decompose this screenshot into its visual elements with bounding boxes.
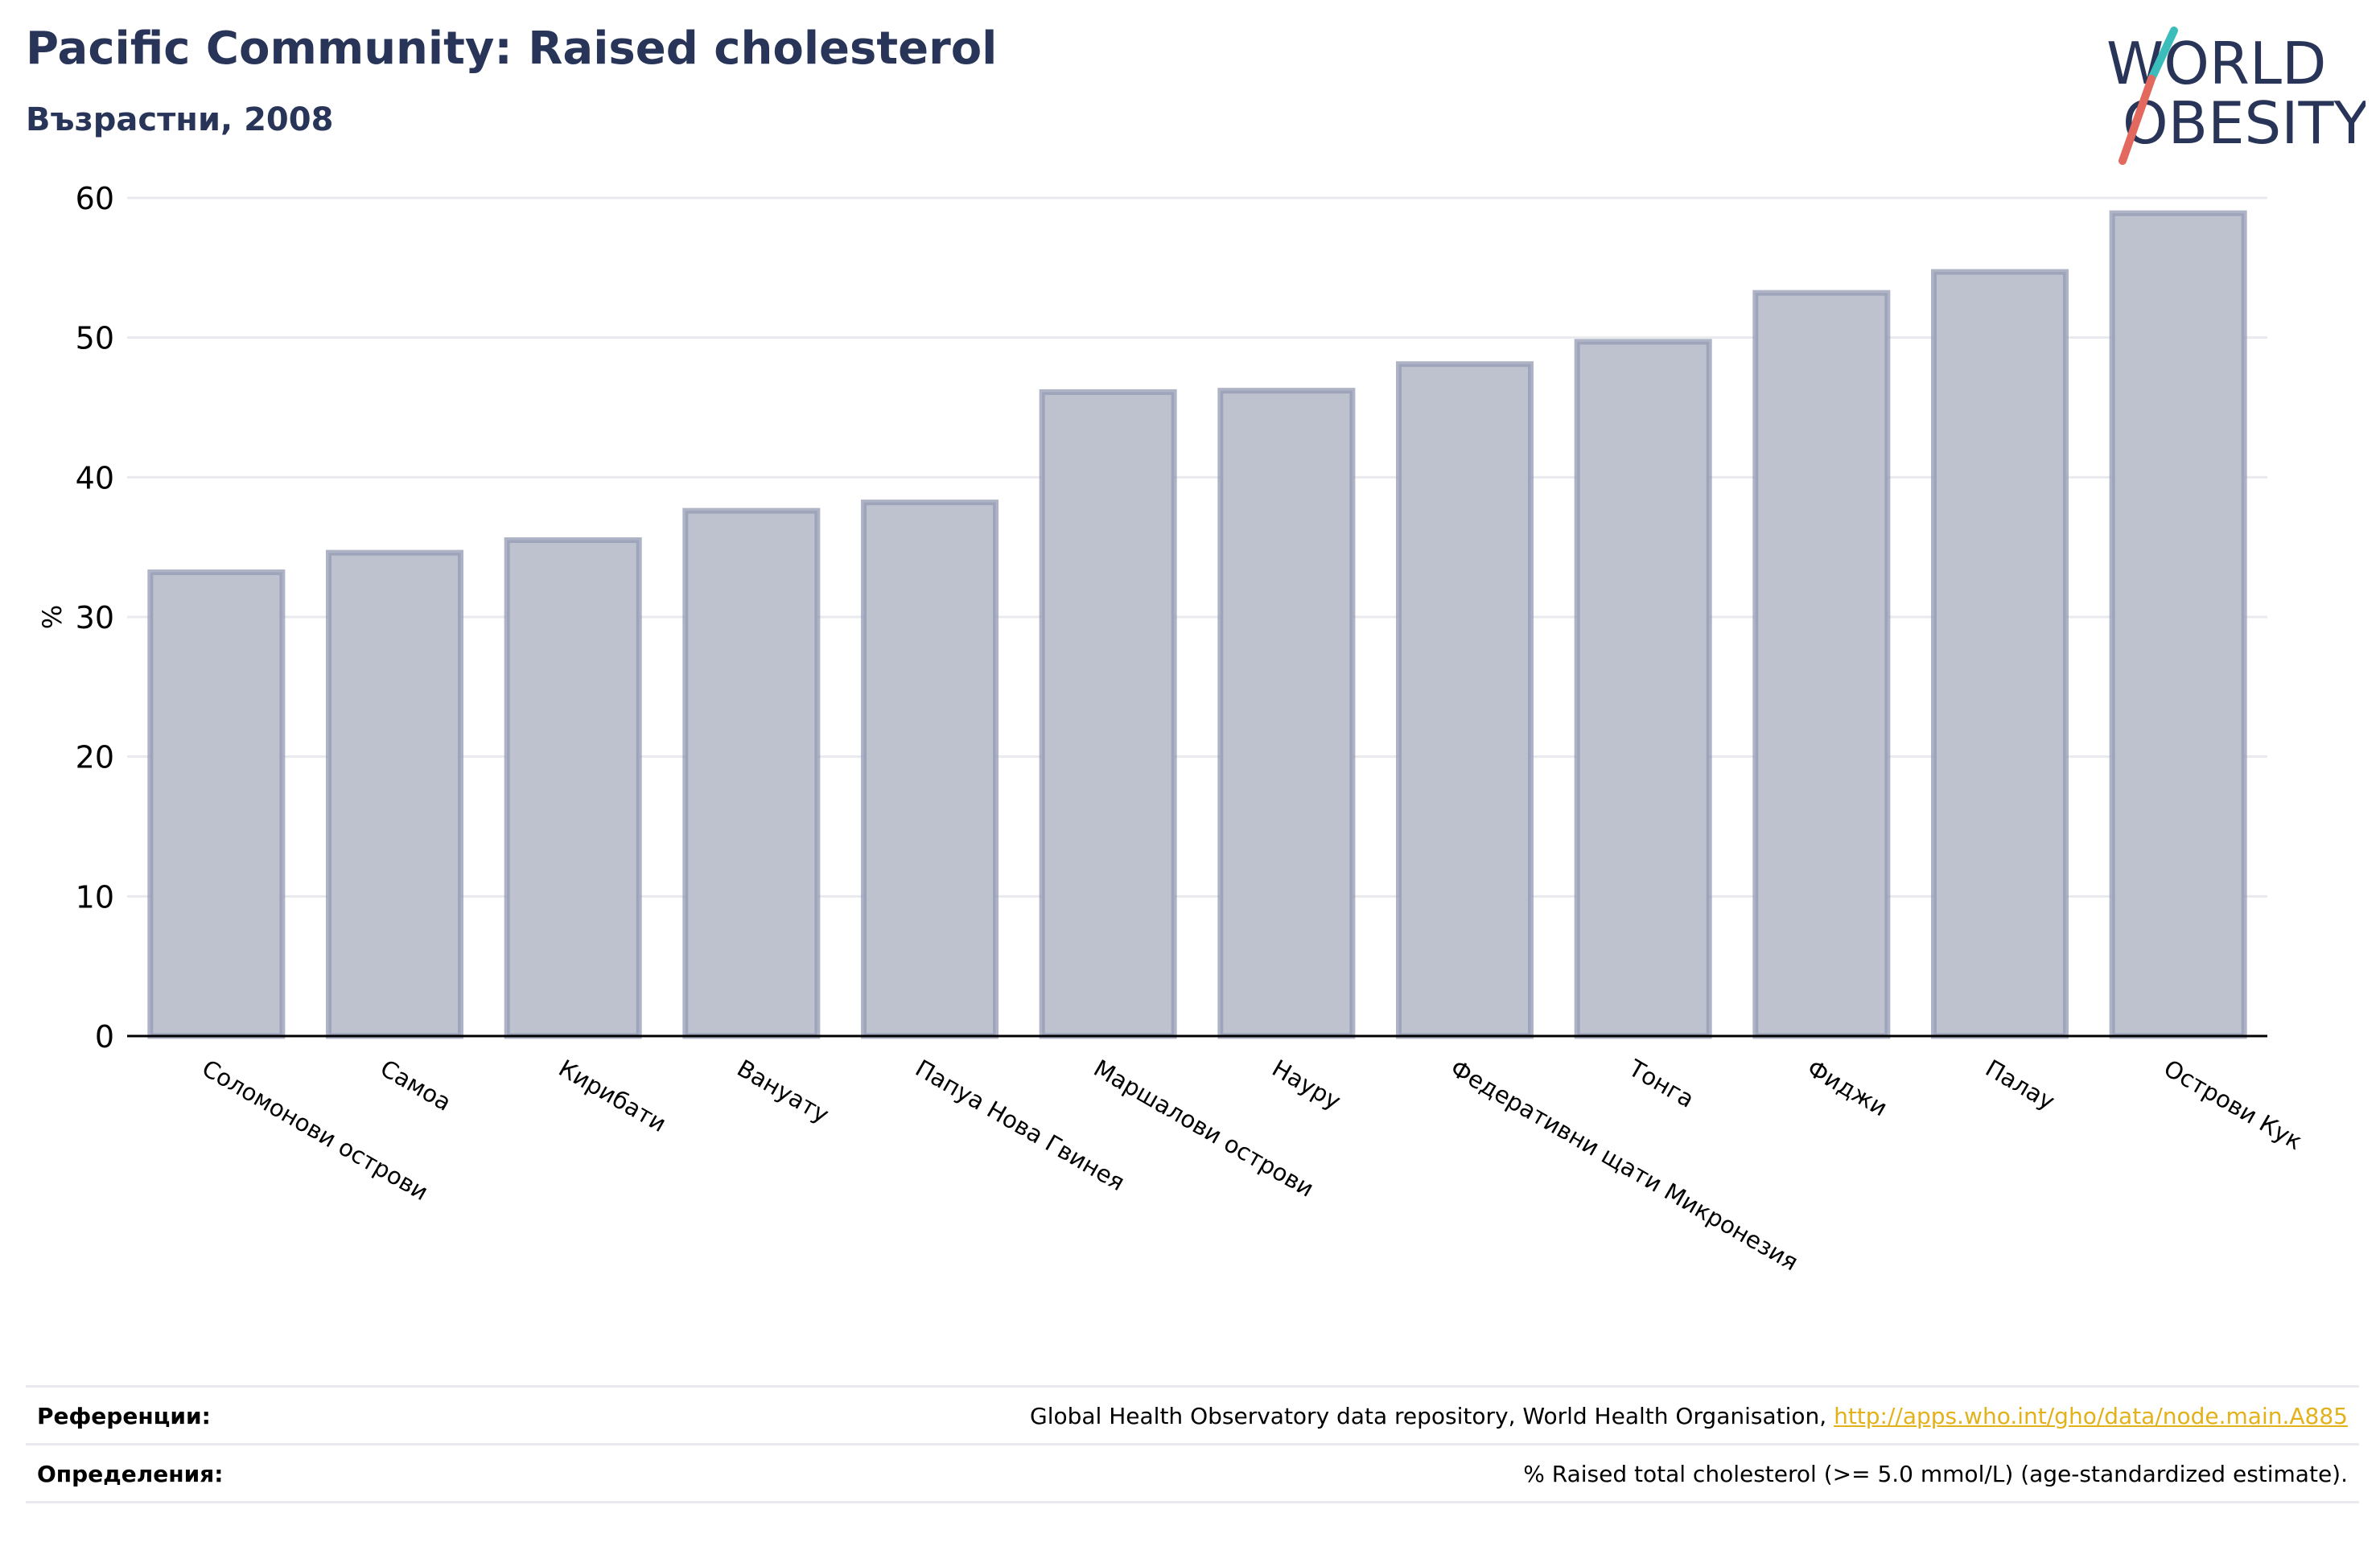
footer-divider-top bbox=[26, 1385, 2359, 1388]
references-label: Референции: bbox=[37, 1402, 211, 1429]
bar-12 bbox=[2109, 210, 2247, 1039]
bar-1 bbox=[147, 569, 286, 1039]
x-tick-label: Федеративни щати Микронезия bbox=[1446, 1055, 1803, 1277]
logo-text-obesity: OBESITY bbox=[2123, 89, 2366, 157]
definitions-label: Определения: bbox=[37, 1460, 224, 1487]
bar-5 bbox=[860, 500, 999, 1039]
y-tick-label: 60 bbox=[76, 181, 114, 216]
bar-3 bbox=[504, 537, 642, 1039]
bar-2 bbox=[325, 549, 464, 1039]
x-tick-label: Самоа bbox=[376, 1055, 456, 1116]
chart-title: Pacific Community: Raised cholesterol bbox=[26, 23, 998, 75]
x-tick-label: Острови Кук bbox=[2160, 1055, 2307, 1156]
logo-text-world: WORLD bbox=[2106, 30, 2326, 97]
logo-slash-teal bbox=[2147, 27, 2178, 83]
y-tick-label: 30 bbox=[76, 600, 114, 635]
bar-4 bbox=[682, 508, 821, 1039]
bar-10 bbox=[1752, 290, 1891, 1039]
logo-slash-red bbox=[2119, 75, 2156, 165]
references-value: Global Health Observatory data repositor… bbox=[1030, 1403, 2348, 1429]
footer-divider-bottom bbox=[26, 1501, 2359, 1503]
bar-6 bbox=[1039, 389, 1177, 1039]
references-text: Global Health Observatory data repositor… bbox=[1030, 1402, 1834, 1429]
x-tick-label: Палау bbox=[1981, 1055, 2060, 1116]
x-tick-label: Фиджи bbox=[1802, 1055, 1892, 1122]
y-tick-label: 0 bbox=[95, 1019, 114, 1055]
y-tick-label: 40 bbox=[76, 460, 114, 495]
footer-definitions-row: Определения: % Raised total cholesterol … bbox=[26, 1445, 2359, 1503]
chart-subtitle: Възрастни, 2008 bbox=[26, 101, 334, 138]
x-tick-label: Науру bbox=[1267, 1055, 1345, 1116]
bar-7 bbox=[1217, 388, 1356, 1039]
y-tick-label: 10 bbox=[76, 879, 114, 915]
y-tick-label: 50 bbox=[76, 321, 114, 356]
references-link[interactable]: http://apps.who.int/gho/data/node.main.A… bbox=[1834, 1402, 2348, 1429]
footer-divider-mid bbox=[26, 1443, 2359, 1445]
bar-11 bbox=[1930, 269, 2069, 1039]
x-tick-label: Тонга bbox=[1624, 1054, 1699, 1113]
x-tick-label: Кирибати bbox=[554, 1055, 671, 1137]
y-tick-label: 20 bbox=[76, 740, 114, 775]
x-tick-label: Вануату bbox=[732, 1055, 834, 1129]
bar-8 bbox=[1395, 361, 1534, 1039]
world-obesity-logo: WORLD OBESITY bbox=[2106, 27, 2366, 165]
footer-references-row: Референции: Global Health Observatory da… bbox=[26, 1387, 2359, 1445]
bar-9 bbox=[1574, 339, 1712, 1039]
y-axis-label: % bbox=[37, 605, 68, 629]
definitions-value: % Raised total cholesterol (>= 5.0 mmol/… bbox=[1523, 1460, 2348, 1487]
